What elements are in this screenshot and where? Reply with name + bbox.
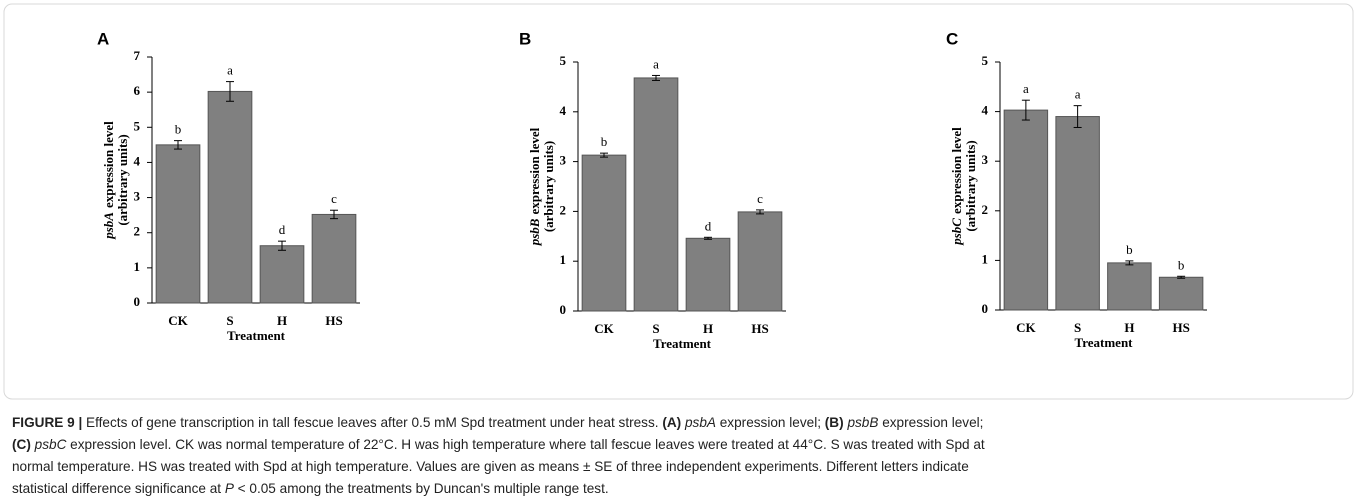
y-tick-label: 2 [982, 202, 989, 217]
bar [1158, 276, 1204, 311]
caption-text: (A) [662, 415, 685, 430]
x-tick-label: S [652, 321, 659, 336]
x-tick-label: CK [1016, 320, 1036, 335]
y-tick-label: 1 [134, 259, 141, 274]
caption-line: statistical difference significance at P… [12, 478, 1352, 500]
y-label-text: expression level [949, 127, 964, 214]
caption-text: (C) [12, 437, 35, 452]
caption-text: psbB [847, 415, 879, 430]
caption-text: FIGURE 9 | [12, 415, 83, 430]
y-axis-label: psbA expression level [101, 121, 116, 240]
panel-label: A [97, 29, 109, 48]
bar [207, 90, 253, 304]
caption-text: psbC [34, 437, 67, 452]
significance-letter: b [601, 134, 608, 149]
bar [633, 77, 679, 312]
x-tick-label: HS [1172, 320, 1189, 335]
panel-label: C [946, 29, 958, 48]
significance-letter: b [1178, 257, 1185, 272]
y-tick-label: 0 [134, 294, 141, 309]
bar [1055, 116, 1100, 311]
y-label-text: expression level [101, 121, 116, 208]
x-tick-label: S [226, 313, 233, 328]
y-label-gene: psbB [527, 218, 542, 246]
y-label-gene: psbA [101, 212, 116, 240]
y-tick-label: 4 [134, 153, 141, 168]
caption-text: (B) [824, 415, 848, 430]
y-tick-label: 3 [134, 189, 141, 204]
y-tick-label: 4 [982, 103, 989, 118]
x-tick-label: CK [594, 321, 614, 336]
caption-text: P [224, 481, 234, 496]
caption: FIGURE 9 | Effects of gene transcription… [12, 412, 1352, 500]
y-tick-label: 2 [560, 202, 567, 217]
y-tick-label: 3 [982, 152, 989, 167]
y-tick-label: 5 [560, 53, 567, 68]
y-axis-units: (arbitrary units) [115, 134, 130, 225]
caption-line: normal temperature. HS was treated with … [12, 456, 1352, 478]
caption-text: expression level. CK was normal temperat… [66, 437, 985, 452]
significance-letter: d [705, 218, 712, 233]
y-tick-label: 0 [982, 301, 989, 316]
caption-text: expression level; [878, 415, 984, 430]
caption-text: < 0.05 among the treatments by Duncan's … [233, 481, 609, 496]
y-tick-label: 6 [134, 83, 141, 98]
x-tick-label: HS [325, 313, 342, 328]
caption-text: expression level; [715, 415, 825, 430]
bar [1107, 262, 1152, 311]
significance-letter: b [1126, 242, 1133, 257]
y-axis-label: psbB expression level [527, 127, 542, 246]
x-tick-label: H [277, 313, 287, 328]
bar [311, 213, 357, 304]
caption-text: Effects of gene transcription in tall fe… [82, 415, 663, 430]
caption-line: FIGURE 9 | Effects of gene transcription… [12, 412, 1352, 434]
x-tick-label: CK [168, 313, 188, 328]
y-tick-label: 1 [560, 252, 567, 267]
y-tick-label: 3 [560, 153, 567, 168]
y-tick-label: 5 [134, 118, 141, 133]
x-axis-label: Treatment [1075, 335, 1134, 350]
x-tick-label: S [1074, 320, 1081, 335]
bar [685, 237, 731, 312]
y-axis-units: (arbitrary units) [541, 141, 556, 232]
y-tick-label: 7 [134, 48, 141, 63]
bar [155, 144, 201, 304]
panel-label: B [519, 29, 531, 48]
y-label-text: expression level [527, 127, 542, 214]
bar [259, 245, 305, 304]
caption-text: psbA [684, 415, 716, 430]
bar [1003, 109, 1049, 311]
y-tick-label: 5 [982, 53, 989, 68]
x-tick-label: H [703, 321, 713, 336]
significance-letter: a [1023, 81, 1029, 96]
x-axis-label: Treatment [227, 328, 286, 343]
caption-line: (C) psbC expression level. CK was normal… [12, 434, 1352, 456]
y-tick-label: 4 [560, 103, 567, 118]
significance-letter: d [279, 222, 286, 237]
y-axis-label: psbC expression level [949, 127, 964, 246]
x-axis-label: Treatment [653, 336, 712, 351]
significance-letter: c [757, 191, 763, 206]
significance-letter: c [331, 191, 337, 206]
y-label-gene: psbC [949, 218, 964, 246]
x-tick-label: HS [751, 321, 768, 336]
figure-frame [3, 3, 1354, 400]
y-tick-label: 1 [982, 251, 989, 266]
bar [737, 211, 783, 312]
significance-letter: a [227, 63, 233, 78]
significance-letter: b [175, 122, 182, 137]
bar [581, 154, 627, 312]
significance-letter: a [1075, 87, 1081, 102]
y-axis-units: (arbitrary units) [963, 140, 978, 231]
x-tick-label: H [1124, 320, 1134, 335]
caption-text: statistical difference significance at [12, 481, 225, 496]
y-tick-label: 2 [134, 224, 141, 239]
caption-text: normal temperature. HS was treated with … [12, 459, 969, 474]
significance-letter: a [653, 56, 659, 71]
y-tick-label: 0 [560, 302, 567, 317]
